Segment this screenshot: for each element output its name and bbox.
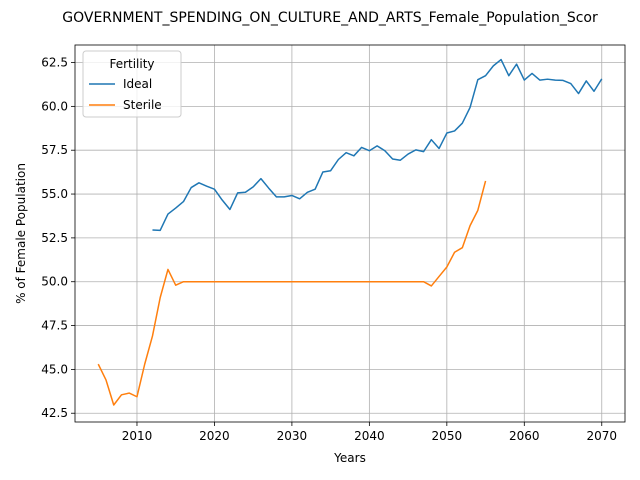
chart-title: GOVERNMENT_SPENDING_ON_CULTURE_AND_ARTS_… (62, 10, 598, 26)
y-axis-label: % of Female Population (14, 163, 28, 304)
x-tick-label: 2030 (277, 429, 308, 443)
y-tick-label: 42.5 (41, 406, 68, 420)
y-tick-label: 57.5 (41, 143, 68, 157)
y-tick-label: 45.0 (41, 362, 68, 376)
y-tick-label: 52.5 (41, 231, 68, 245)
y-tick-label: 62.5 (41, 56, 68, 70)
y-tick-label: 47.5 (41, 319, 68, 333)
y-tick-label: 50.0 (41, 275, 68, 289)
x-tick-label: 2060 (509, 429, 540, 443)
legend-label-sterile: Sterile (123, 98, 162, 112)
legend-title: Fertility (109, 57, 154, 71)
x-tick-label: 2050 (432, 429, 463, 443)
x-tick-label: 2010 (122, 429, 153, 443)
y-tick-label: 60.0 (41, 99, 68, 113)
x-tick-label: 2020 (199, 429, 230, 443)
x-axis-label: Years (333, 451, 366, 465)
y-tick-label: 55.0 (41, 187, 68, 201)
x-tick-label: 2040 (354, 429, 385, 443)
legend: Fertility Ideal Sterile (83, 51, 181, 117)
series-line-ideal (152, 60, 601, 231)
x-tick-label: 2070 (586, 429, 617, 443)
legend-label-ideal: Ideal (123, 77, 152, 91)
